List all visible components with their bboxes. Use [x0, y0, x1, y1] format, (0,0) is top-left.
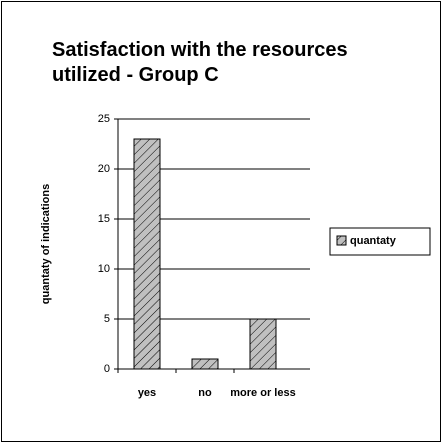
x-tick-label: yes — [138, 387, 156, 399]
y-tick-label: 0 — [104, 363, 110, 375]
y-axis-label: quantaty of indications — [40, 184, 52, 304]
bar — [191, 358, 219, 370]
y-tick-label: 25 — [98, 113, 110, 125]
bar — [249, 318, 277, 370]
y-tick-label: 10 — [98, 263, 110, 275]
legend-box — [329, 227, 431, 256]
y-tick-label: 20 — [98, 163, 110, 175]
chart-title: Satisfaction with the resources utilized… — [52, 39, 353, 86]
y-tick-label: 5 — [104, 313, 110, 325]
legend-swatch — [336, 235, 347, 246]
x-tick-label: more or less — [230, 387, 295, 399]
x-tick-label: no — [198, 387, 212, 399]
bar — [133, 138, 161, 370]
y-tick-label: 15 — [98, 213, 110, 225]
legend-label: quantaty — [350, 235, 397, 247]
